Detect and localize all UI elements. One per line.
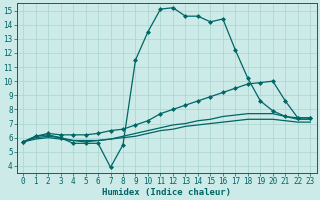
X-axis label: Humidex (Indice chaleur): Humidex (Indice chaleur) — [102, 188, 231, 197]
